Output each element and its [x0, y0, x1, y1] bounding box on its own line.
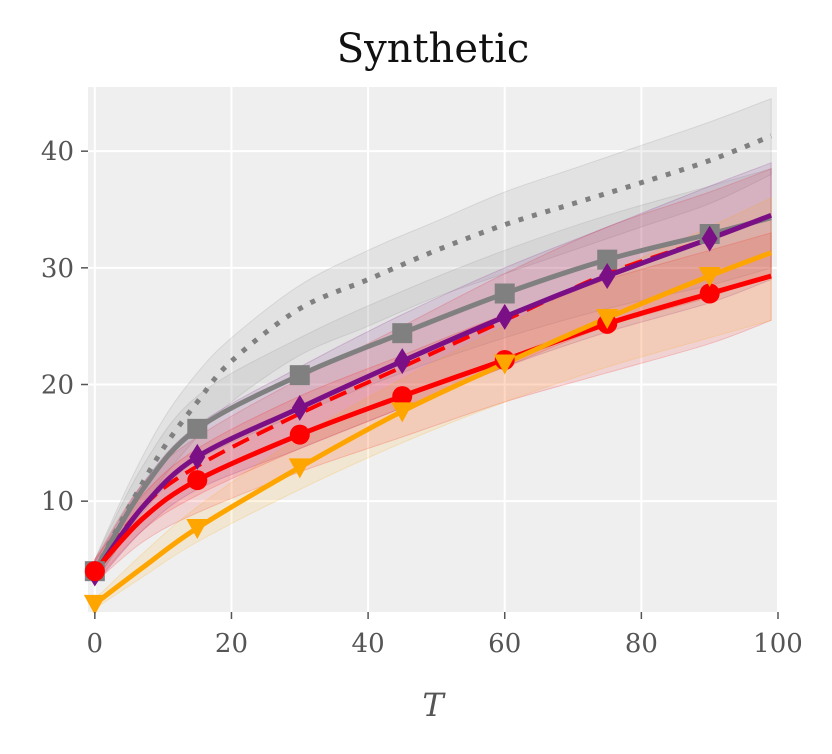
marker-triangle [493, 354, 516, 375]
marker-circle [289, 424, 310, 445]
band-orange-triangle [94, 197, 772, 610]
x-tick-label: 40 [352, 629, 385, 659]
x-axis-label: T [422, 686, 446, 724]
x-tick-label: 20 [215, 629, 248, 659]
y-tick-label: 10 [41, 487, 74, 517]
band-gray-dotted [94, 97, 772, 585]
marker-square [597, 249, 618, 270]
marker-square [392, 323, 413, 344]
x-tick-label: 60 [488, 629, 521, 659]
marker-circle [392, 386, 413, 407]
line-gray-dotted [92, 133, 773, 573]
marker-circle [699, 283, 720, 304]
y-tick-label: 20 [41, 371, 74, 401]
marker-diamond [599, 263, 616, 289]
marker-diamond [496, 303, 513, 330]
marker-diamond [189, 443, 206, 470]
marker-square [187, 418, 208, 439]
x-tick-label: 80 [625, 629, 658, 659]
x-tick-label: 0 [87, 629, 104, 659]
marker-triangle [186, 519, 209, 539]
chart-title: Synthetic [337, 26, 530, 72]
marker-triangle [698, 267, 721, 287]
y-tick-label: 40 [41, 137, 74, 167]
marker-circle [84, 561, 105, 582]
marker-diamond [291, 394, 308, 421]
y-axis-ticks: 10 20 30 40 [41, 137, 88, 517]
y-tick-label: 30 [41, 254, 74, 284]
marker-square [289, 365, 310, 386]
marker-square [494, 283, 515, 304]
marker-circle [187, 470, 208, 491]
marker-triangle [83, 594, 106, 615]
grid [88, 87, 779, 612]
marker-triangle [391, 402, 414, 423]
x-tick-label: 100 [753, 629, 803, 659]
marker-triangle [288, 458, 311, 479]
x-axis-ticks: 0 20 40 60 80 100 [87, 612, 803, 659]
line-red-dashed [93, 213, 772, 573]
marker-diamond [701, 225, 718, 252]
marker-diamond [394, 348, 411, 375]
series-markers [83, 224, 721, 615]
marker-triangle [596, 309, 619, 329]
